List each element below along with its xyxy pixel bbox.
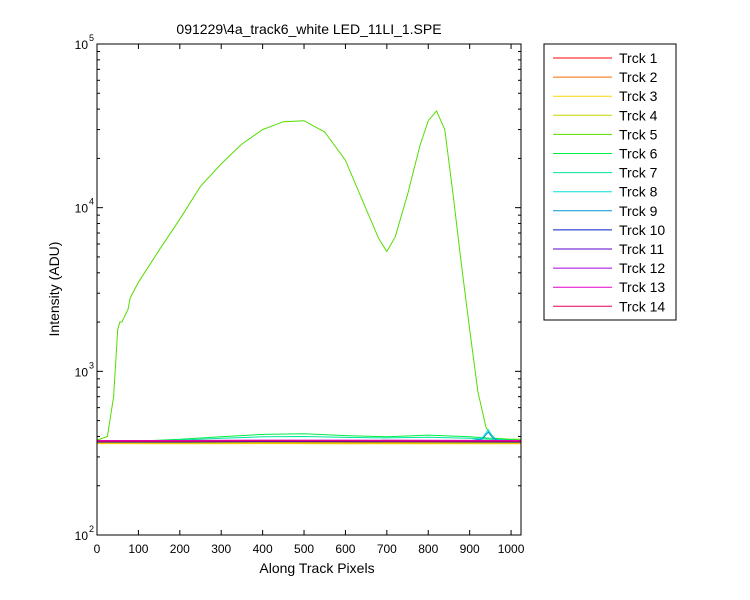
series-line-5	[96, 109, 521, 441]
legend-label-2: Trck 2	[619, 69, 658, 85]
x-tick-label: 0	[94, 542, 101, 556]
y-tick-label-exponent: 5	[89, 33, 94, 43]
x-tick-label: 500	[294, 542, 314, 556]
x-tick-label: 900	[460, 542, 480, 556]
x-tick-label: 400	[253, 542, 273, 556]
x-axis: 0 100 200 300 400 500 600 700 800 900 1000	[94, 44, 525, 556]
legend-label-14: Trck 14	[619, 298, 665, 314]
series-line-6	[97, 433, 522, 442]
x-axis-label: Along Track Pixels	[259, 560, 374, 576]
legend-items: Trck 1 Trck 2 Trck 3 Trck 4 Trck 5 Trck 6 Trck…	[553, 50, 665, 314]
x-tick-label: 1000	[498, 542, 525, 556]
y-tick-label-base: 10	[75, 38, 89, 52]
x-tick-label: 300	[211, 542, 231, 556]
x-tick-label: 100	[128, 542, 148, 556]
legend-label-7: Trck 7	[619, 165, 658, 181]
legend-label-12: Trck 12	[619, 260, 665, 276]
legend: Trck 1 Trck 2 Trck 3 Trck 4 Trck 5 Trck 6 Trck…	[543, 43, 677, 321]
x-tick-label: 800	[418, 542, 438, 556]
legend-label-1: Trck 1	[619, 50, 658, 66]
y-tick-label-exponent: 3	[89, 360, 94, 370]
legend-label-8: Trck 8	[619, 184, 658, 200]
y-tick-label-base: 10	[75, 529, 89, 543]
legend-label-10: Trck 10	[619, 222, 665, 238]
legend-label-11: Trck 11	[619, 241, 664, 257]
x-tick-label: 700	[377, 542, 397, 556]
series-layer	[96, 109, 522, 445]
legend-label-4: Trck 4	[619, 107, 658, 123]
y-tick-label-base: 10	[75, 202, 89, 216]
legend-label-9: Trck 9	[619, 203, 658, 219]
plot-frame	[96, 43, 522, 536]
plot-area	[96, 43, 522, 536]
x-tick-label: 200	[170, 542, 190, 556]
y-tick-label-exponent: 2	[89, 524, 94, 534]
y-tick-label-base: 10	[75, 365, 89, 379]
x-tick-label: 600	[335, 542, 355, 556]
legend-label-5: Trck 5	[619, 126, 658, 142]
y-tick-label-exponent: 4	[89, 197, 94, 207]
legend-label-13: Trck 13	[619, 279, 665, 295]
legend-label-6: Trck 6	[619, 146, 658, 162]
legend-label-3: Trck 3	[619, 88, 658, 104]
chart-title: 091229\4a_track6_white LED_11LI_1.SPE	[176, 21, 441, 37]
legend-box	[543, 43, 677, 321]
plot-background	[97, 44, 521, 535]
y-axis-label: Intensity (ADU)	[46, 242, 62, 337]
